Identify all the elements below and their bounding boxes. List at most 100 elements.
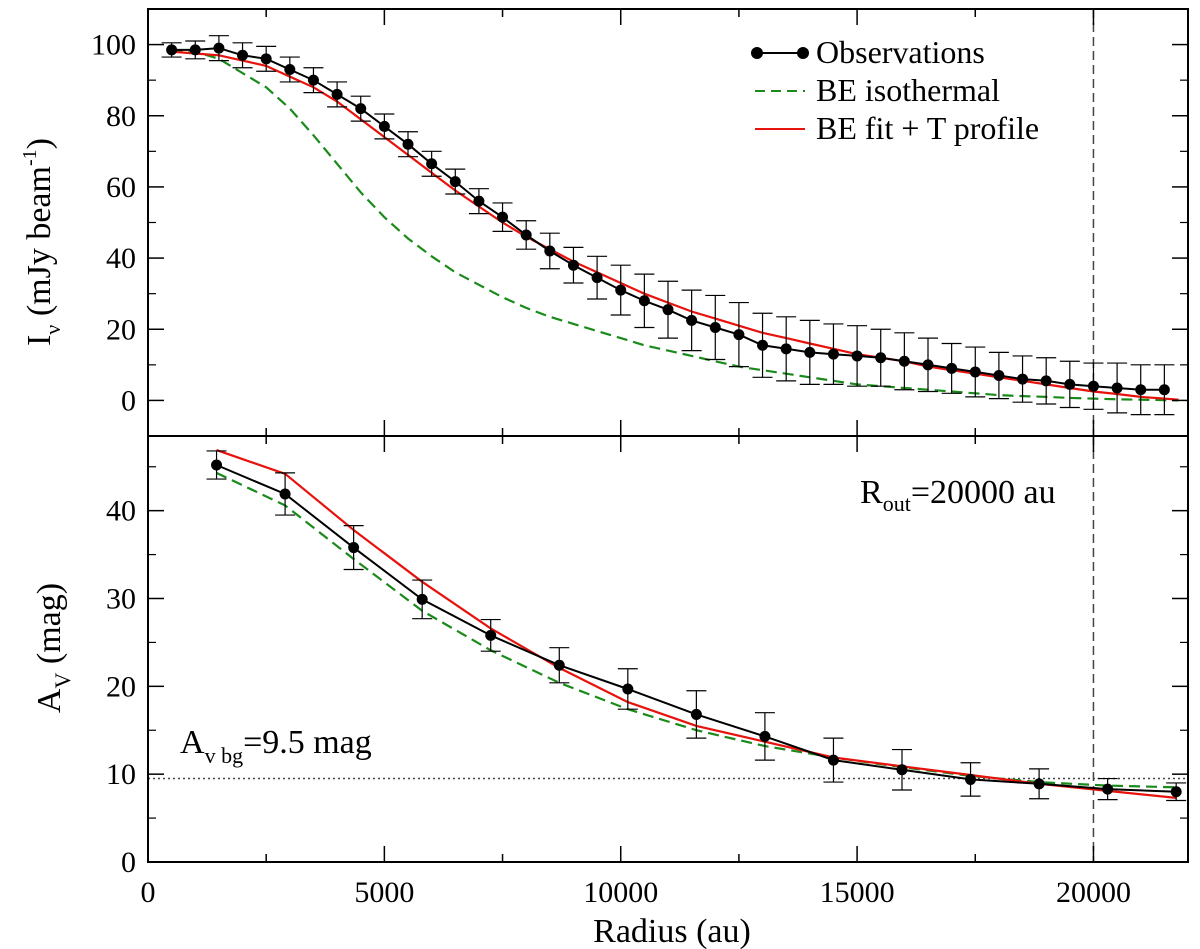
bottom-observation-point bbox=[1102, 783, 1114, 795]
top-isothermal-series bbox=[171, 48, 1179, 402]
legend-isothermal-label: BE isothermal bbox=[816, 72, 1000, 108]
bottom-panel bbox=[148, 436, 1188, 862]
top-observation-point bbox=[189, 44, 201, 56]
bottom-observation-point bbox=[553, 659, 565, 671]
top-ytick-label: 0 bbox=[121, 384, 136, 417]
top-observation-point bbox=[993, 370, 1005, 382]
bottom-observation-point bbox=[1170, 786, 1182, 798]
top-ylabel-rest: (mJy beam bbox=[21, 166, 58, 325]
bottom-observation-point bbox=[965, 773, 977, 785]
top-observation-point bbox=[473, 195, 485, 207]
top-observation-point bbox=[449, 176, 461, 188]
top-ytick-label: 40 bbox=[106, 242, 136, 275]
bottom-observation-point bbox=[827, 754, 839, 766]
bottom-observation-point bbox=[1033, 778, 1045, 790]
top-ytick-label: 100 bbox=[91, 29, 136, 62]
bottom-ylabel-sub: V bbox=[50, 673, 75, 689]
rout-annotation: Rout=20000 au bbox=[860, 474, 1056, 516]
top-ylabel-sub: ν bbox=[40, 325, 65, 335]
top-observation-point bbox=[686, 314, 698, 326]
top-observation-point bbox=[922, 359, 934, 371]
top-fit-series bbox=[171, 50, 1179, 401]
top-observation-point bbox=[898, 355, 910, 367]
bottom-ytick-label: 10 bbox=[106, 758, 136, 791]
top-observation-point bbox=[1111, 382, 1123, 394]
top-observation-point bbox=[213, 42, 225, 54]
top-observation-point bbox=[804, 346, 816, 358]
bottom-ylabel-rest: (mag) bbox=[31, 583, 68, 673]
top-ylabel-main: I bbox=[21, 335, 58, 346]
top-observation-point bbox=[402, 138, 414, 150]
top-observation-point bbox=[638, 295, 650, 307]
rout-sub: out bbox=[883, 491, 911, 516]
top-observation-point bbox=[166, 44, 178, 56]
bottom-observation-point bbox=[211, 459, 223, 471]
avbg-rest: =9.5 mag bbox=[243, 724, 372, 761]
top-observation-point bbox=[1135, 384, 1147, 396]
xtick-label: 20000 bbox=[1056, 876, 1131, 909]
legend-observations-label: Observations bbox=[816, 34, 985, 70]
top-observation-point bbox=[355, 103, 367, 115]
top-ylabel-end: ) bbox=[21, 138, 58, 149]
legend-observations-marker-right bbox=[797, 47, 809, 59]
xtick-label: 10000 bbox=[583, 876, 658, 909]
top-panel bbox=[161, 9, 1179, 436]
top-observation-point bbox=[284, 63, 296, 75]
bottom-ytick-label: 0 bbox=[121, 846, 136, 879]
top-observation-point bbox=[1017, 373, 1029, 385]
legend-fit-label: BE fit + T profile bbox=[816, 110, 1039, 146]
bottom-observation-point bbox=[690, 708, 702, 720]
xtick-label: 5000 bbox=[354, 876, 414, 909]
top-observation-point bbox=[331, 88, 343, 100]
legend-observations-marker-left bbox=[751, 47, 763, 59]
top-observation-point bbox=[307, 74, 319, 86]
top-observation-point bbox=[969, 366, 981, 378]
top-observation-point bbox=[851, 350, 863, 362]
bottom-observation-point bbox=[279, 488, 291, 500]
bottom-ytick-label: 40 bbox=[106, 495, 136, 528]
top-ylabel-sup: -1 bbox=[19, 149, 41, 166]
top-observation-point bbox=[544, 245, 556, 257]
top-observation-point bbox=[1087, 380, 1099, 392]
top-observation-point bbox=[591, 272, 603, 284]
top-observation-point bbox=[426, 158, 438, 170]
top-observation-point bbox=[946, 362, 958, 374]
legend: Observations BE isothermal BE fit + T pr… bbox=[751, 34, 1039, 146]
top-ytick-label: 20 bbox=[106, 313, 136, 346]
top-observation-point bbox=[662, 304, 674, 316]
bottom-y-axis-title: AV (mag) bbox=[31, 583, 75, 713]
x-axis-title: Radius (au) bbox=[593, 913, 751, 949]
top-observation-point bbox=[567, 259, 579, 271]
avbg-sub: v bg bbox=[205, 743, 244, 768]
top-observation-point bbox=[1158, 384, 1170, 396]
bottom-observation-point bbox=[622, 683, 634, 695]
avbg-main: A bbox=[180, 724, 205, 761]
top-observation-point bbox=[757, 339, 769, 351]
top-observation-point bbox=[733, 329, 745, 341]
top-panel-frame bbox=[147, 8, 1189, 437]
top-observation-point bbox=[615, 284, 627, 296]
top-observation-point bbox=[827, 348, 839, 360]
axes: 0 20 40 60 80 100 0 10 20 30 40 0 5000 10000 15000 2000… bbox=[91, 8, 1189, 909]
top-observation-point bbox=[378, 120, 390, 132]
bottom-ytick-label: 30 bbox=[106, 582, 136, 615]
rout-rest: =20000 au bbox=[911, 474, 1056, 511]
top-ytick-label: 60 bbox=[106, 171, 136, 204]
bottom-observation-point bbox=[416, 593, 428, 605]
top-ytick-label: 80 bbox=[106, 100, 136, 133]
xtick-label: 0 bbox=[141, 876, 156, 909]
bottom-observation-point bbox=[485, 629, 497, 641]
avbg-annotation: Av bg=9.5 mag bbox=[180, 724, 372, 768]
top-observation-point bbox=[497, 211, 509, 223]
top-observation-point bbox=[709, 321, 721, 333]
bottom-panel-frame bbox=[147, 435, 1189, 863]
xtick-label: 15000 bbox=[820, 876, 895, 909]
bottom-ylabel-main: A bbox=[31, 688, 68, 713]
top-y-axis-title: Iν (mJy beam-1) bbox=[19, 138, 65, 346]
bottom-observation-point bbox=[348, 542, 360, 554]
top-observation-point bbox=[260, 53, 272, 65]
top-observation-point bbox=[1064, 378, 1076, 390]
top-observation-point bbox=[780, 343, 792, 355]
bottom-observation-point bbox=[759, 730, 771, 742]
